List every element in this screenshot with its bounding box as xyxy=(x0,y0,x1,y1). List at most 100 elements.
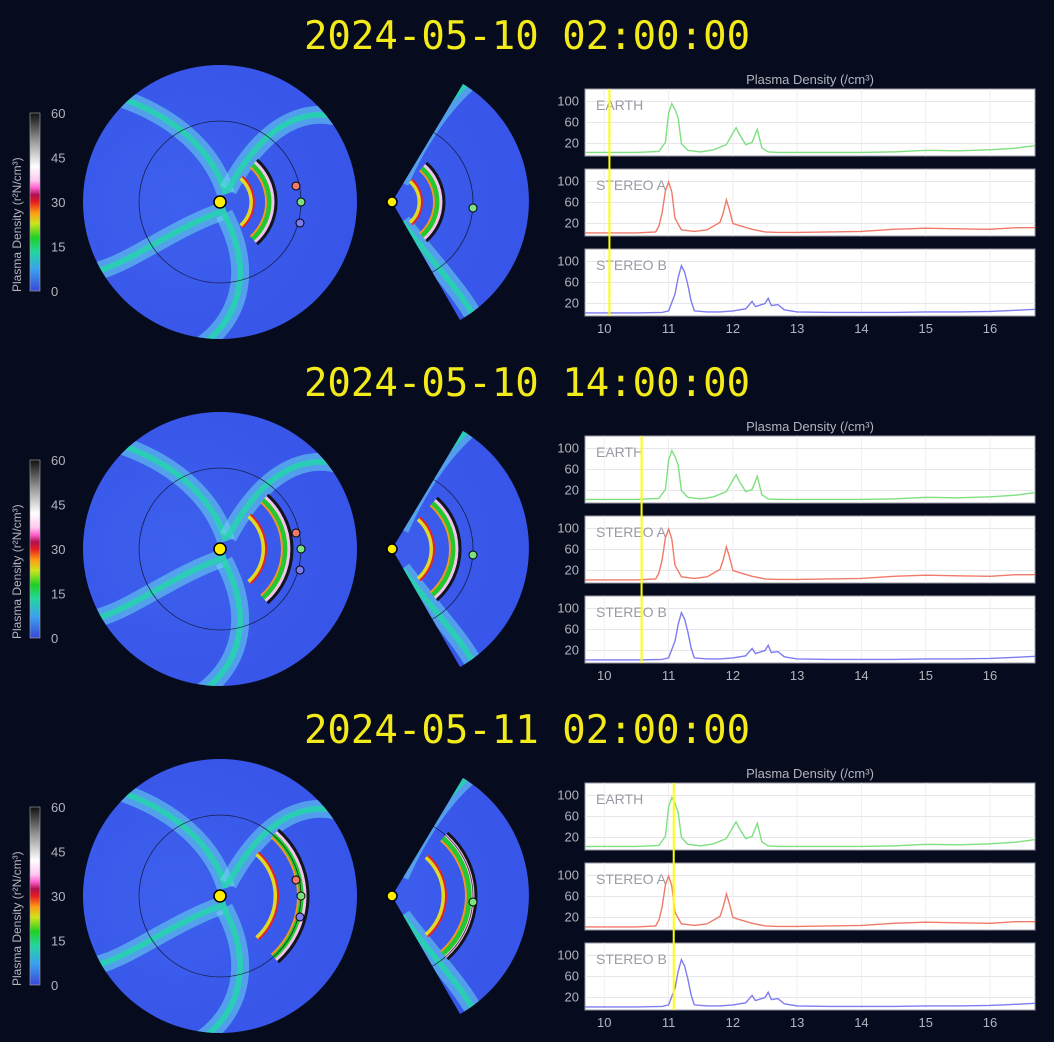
timestamp: 2024-05-10 14:00:00 xyxy=(303,361,751,406)
earth-marker xyxy=(468,550,478,560)
cme-front xyxy=(254,161,275,243)
sun-marker xyxy=(386,543,398,555)
cme-front xyxy=(241,175,255,229)
x-tick-label: 14 xyxy=(854,321,868,336)
y-tick-label: 60 xyxy=(565,622,579,637)
cme-front xyxy=(266,493,294,605)
panel-stereo-a: 100 60 20 STEREO A xyxy=(557,515,1036,584)
x-tick-label: 15 xyxy=(918,1015,932,1030)
x-tick-label: 10 xyxy=(597,668,611,683)
y-tick-label: 20 xyxy=(565,643,579,658)
cme-front xyxy=(257,851,280,941)
x-tick-label: 16 xyxy=(983,321,997,336)
stereo-b-marker xyxy=(295,218,305,228)
cme-front xyxy=(249,513,268,585)
cme-front xyxy=(426,854,447,938)
cme-front xyxy=(430,500,457,598)
sun-marker xyxy=(386,196,398,208)
y-tick-label: 20 xyxy=(565,483,579,498)
y-tick-label: 100 xyxy=(557,174,579,189)
y-tick-label: 100 xyxy=(557,94,579,109)
y-tick-label: 60 xyxy=(565,115,579,130)
y-tick-label: 60 xyxy=(565,889,579,904)
cme-front xyxy=(260,501,283,597)
cme-front xyxy=(411,178,423,226)
series-line xyxy=(585,610,1036,661)
y-tick-label: 20 xyxy=(565,910,579,925)
equatorial-plane xyxy=(83,759,357,1033)
frame-visualization: 60 45 30 15 0 Plasma Density (r²N/cm³) Plasma … xyxy=(10,412,1036,686)
y-tick-label: 100 xyxy=(557,948,579,963)
x-tick-label: 15 xyxy=(918,668,932,683)
colorbar-scale xyxy=(29,459,41,639)
cme-front xyxy=(440,839,467,953)
y-tick-label: 100 xyxy=(557,521,579,536)
stereo-b-marker xyxy=(295,912,305,922)
colorbar: 60 45 30 15 0 Plasma Density (r²N/cm³) xyxy=(10,453,65,646)
panel-earth: 100 60 20 EARTH xyxy=(557,88,1036,157)
cme-front xyxy=(416,517,435,581)
earth-marker xyxy=(296,197,306,207)
cme-front xyxy=(419,169,436,235)
colorbar-tick-label: 30 xyxy=(51,542,65,557)
frame-2: 2024-05-10 14:00:00 60 45 30 15 0 Plasma Dens… xyxy=(0,347,1054,694)
panel-label: STEREO B xyxy=(596,604,667,620)
colorbar-tick-label: 60 xyxy=(51,800,65,815)
colorbar-tick-label: 15 xyxy=(51,934,65,949)
timestamp: 2024-05-10 02:00:00 xyxy=(303,14,751,59)
orbit-ring xyxy=(392,467,474,631)
y-tick-label: 20 xyxy=(565,830,579,845)
earth-marker xyxy=(296,891,306,901)
colorbar-tick-label: 30 xyxy=(51,195,65,210)
cme-front xyxy=(424,855,447,937)
cme-front xyxy=(446,831,478,961)
panel-label: EARTH xyxy=(596,791,643,807)
frame-visualization: 60 45 30 15 0 Plasma Density (r²N/cm³) Plasma … xyxy=(10,759,1036,1033)
y-tick-label: 20 xyxy=(565,563,579,578)
colorbar-tick-label: 45 xyxy=(51,151,65,166)
cme-front xyxy=(420,165,442,239)
stream-core xyxy=(399,220,480,320)
x-tick-label: 16 xyxy=(983,1015,997,1030)
y-tick-label: 100 xyxy=(557,254,579,269)
frame-3: 2024-05-11 02:00:00 60 45 30 15 0 Plasma Dens… xyxy=(0,694,1054,1041)
equatorial-plane xyxy=(83,65,357,339)
x-tick-label: 11 xyxy=(662,321,676,336)
y-tick-label: 60 xyxy=(565,809,579,824)
x-tick-label: 13 xyxy=(790,321,804,336)
cme-front xyxy=(250,162,273,242)
y-tick-label: 60 xyxy=(565,542,579,557)
cme-front xyxy=(441,835,473,957)
y-tick-label: 20 xyxy=(565,296,579,311)
panel-label: STEREO B xyxy=(596,257,667,273)
x-tick-label: 16 xyxy=(983,668,997,683)
y-tick-label: 100 xyxy=(557,868,579,883)
stereo-a-marker xyxy=(291,875,301,885)
y-tick-label: 20 xyxy=(565,136,579,151)
stream-core xyxy=(399,914,480,1014)
series-line xyxy=(585,526,1035,581)
frame-visualization: 60 45 30 15 0 Plasma Density (r²N/cm³) Plasma … xyxy=(10,65,1036,339)
series-line xyxy=(585,101,1036,154)
colorbar-label: Plasma Density (r²N/cm³) xyxy=(10,504,24,639)
cme-front xyxy=(256,158,278,246)
colorbar: 60 45 30 15 0 Plasma Density (r²N/cm³) xyxy=(10,106,65,299)
earth-marker xyxy=(468,203,478,213)
x-tick-label: 12 xyxy=(726,321,740,336)
earth-marker xyxy=(296,544,306,554)
x-tick-label: 10 xyxy=(597,321,611,336)
stereo-a-marker xyxy=(291,181,301,191)
colorbar-tick-label: 0 xyxy=(51,284,58,299)
stereo-b-marker xyxy=(295,565,305,575)
panel-label: STEREO A xyxy=(596,871,667,887)
panel-earth: 100 60 20 EARTH xyxy=(557,782,1036,851)
y-tick-label: 100 xyxy=(557,601,579,616)
cme-front xyxy=(249,166,268,238)
x-tick-label: 14 xyxy=(854,668,868,683)
panel-label: EARTH xyxy=(596,444,643,460)
stream-core xyxy=(188,906,243,1033)
series-line xyxy=(585,263,1036,314)
series-line xyxy=(585,873,1035,928)
panel-stereo-a: 100 60 20 STEREO A xyxy=(557,168,1036,237)
x-tick-label: 12 xyxy=(726,1015,740,1030)
